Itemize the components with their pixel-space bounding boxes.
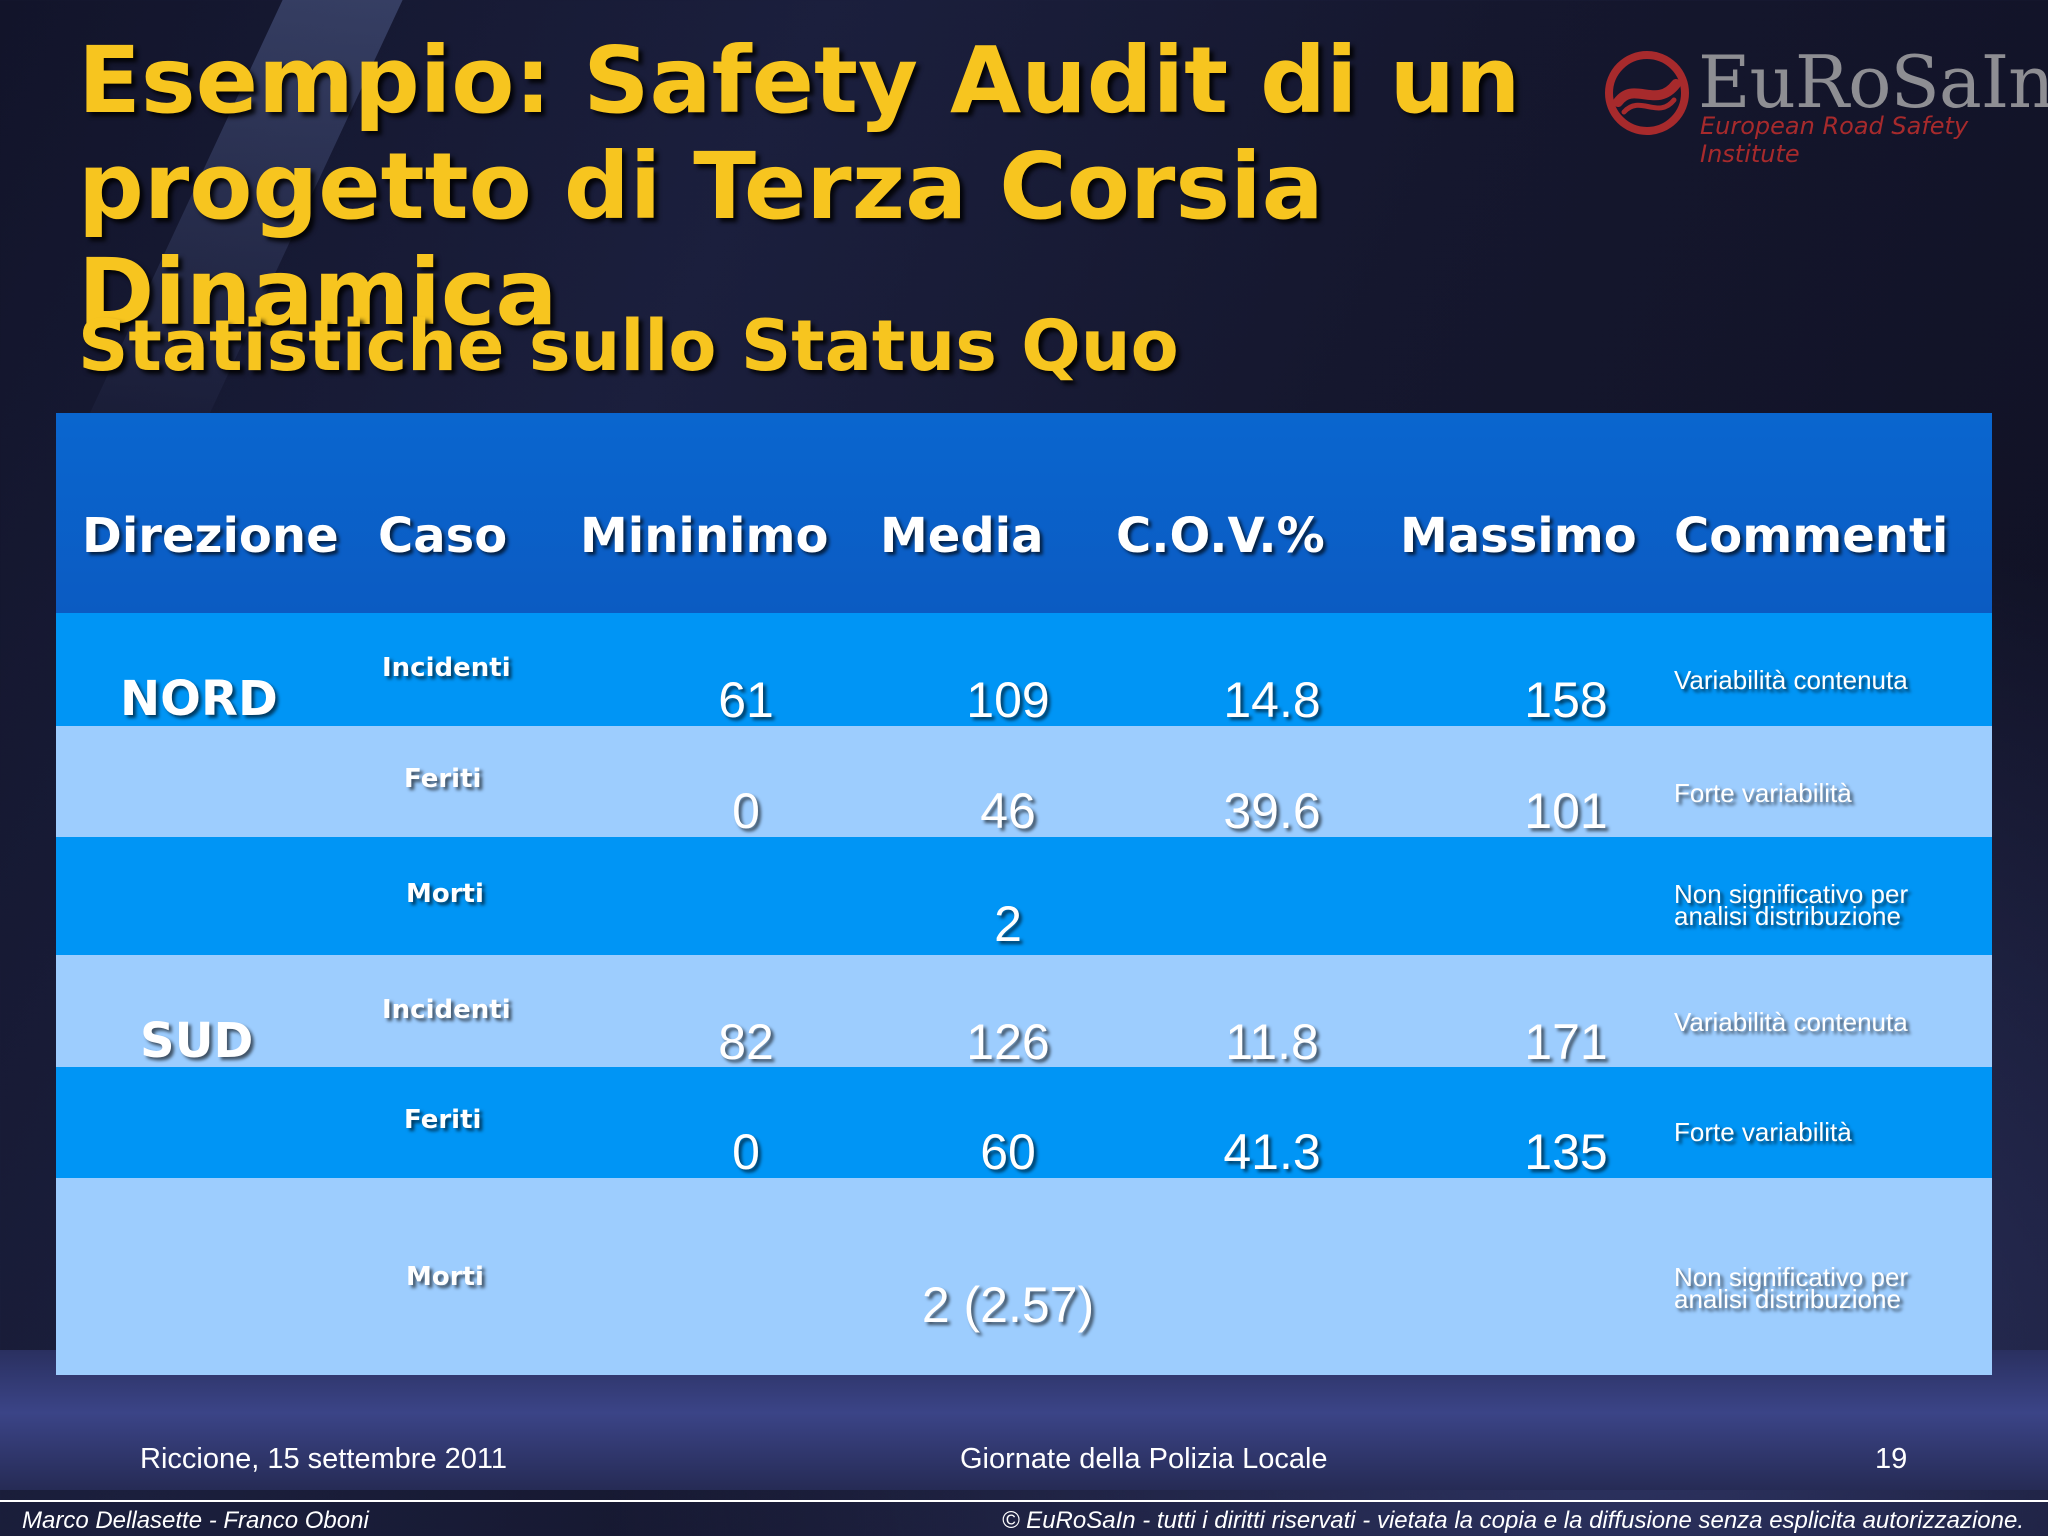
cell-massimo: 101 [1524,783,1608,839]
footer-page-number: 19 [1875,1443,1908,1475]
cell-cov: 39.6 [1223,783,1321,839]
road-swirl-icon [1605,51,1689,135]
cell-caso: Morti [406,1262,484,1292]
cell-commento: Variabilità contenuta [1674,1007,1908,1037]
cell-minimo: 61 [718,672,774,728]
table-row-sud-morti: Morti 2 (2.57) Non significativo per ana… [56,1178,1992,1375]
cell-massimo: 135 [1524,1124,1608,1180]
cell-commento: Non significativo per analisi distribuzi… [1674,879,1909,931]
cell-direzione: NORD [120,671,278,727]
slide-title: Esempio: Safety Audit di un progetto di … [78,28,1578,346]
table-row-sud-feriti: Feriti 0 60 41.3 135 Forte variabilità [56,1067,1992,1180]
logo-name: EuRoSaIn [1698,40,2048,124]
slide-title-line-1: Esempio: Safety Audit di un [78,27,1521,134]
header-caso: Caso [378,508,508,564]
footer-divider [0,1500,2048,1502]
logo-tagline: European Road Safety Institute [1700,112,1969,168]
header-cov: C.O.V.% [1116,508,1325,564]
cell-minimo: 0 [732,1124,760,1180]
cell-direzione: SUD [140,1013,254,1069]
cell-media: 60 [980,1124,1036,1180]
cell-massimo: 158 [1524,672,1608,728]
cell-media: 46 [980,783,1036,839]
cell-commento: Variabilità contenuta [1674,665,1908,695]
cell-commento: Non significativo per analisi distribuzi… [1674,1262,1909,1314]
cell-caso: Feriti [404,764,482,794]
table-row-nord-feriti: Feriti 0 46 39.6 101 Forte variabilità [56,726,1992,839]
cell-minimo: 82 [718,1014,774,1070]
header-direzione: Direzione [82,508,339,564]
eurosain-logo: EuRoSaIn European Road Safety Institute [1604,44,2048,168]
footer-place-date: Riccione, 15 settembre 2011 [140,1443,508,1475]
cell-massimo: 171 [1524,1014,1608,1070]
table-row-nord-morti: Morti 2 Non significativo per analisi di… [56,837,1992,955]
cell-caso: Feriti [404,1105,482,1135]
cell-caso: Morti [406,879,484,909]
cell-caso: Incidenti [382,995,511,1025]
cell-media: 126 [966,1014,1050,1070]
table-row-sud-incidenti: SUD Incidenti 82 126 11.8 171 Variabilit… [56,955,1992,1070]
cell-cov: 11.8 [1225,1014,1319,1070]
cell-media: 2 [994,896,1022,952]
table-row-nord-incidenti: NORD Incidenti 61 109 14.8 158 Variabili… [56,613,1992,728]
cell-media: 109 [966,672,1050,728]
cell-caso: Incidenti [382,653,511,683]
cell-cov: 41.3 [1223,1124,1321,1180]
header-minimo: Mininimo [580,508,829,564]
cell-cov: 14.8 [1223,672,1321,728]
slide-subtitle: Statistiche sullo Status Quo [78,305,1179,387]
footer-event: Giornate della Polizia Locale [960,1443,1328,1475]
header-media: Media [880,508,1044,564]
statistics-table: Direzione Caso Mininimo Media C.O.V.% Ma… [56,413,1992,1375]
table-header: Direzione Caso Mininimo Media C.O.V.% Ma… [56,413,1992,613]
slide-title-line-2: progetto di Terza Corsia Dinamica [78,133,1324,346]
cell-minimo: 0 [732,783,760,839]
header-massimo: Massimo [1400,508,1637,564]
footer-copyright: © EuRoSaIn - tutti i diritti riservati -… [1001,1507,2024,1534]
cell-media: 2 (2.57) [921,1277,1095,1333]
cell-commento: Forte variabilità [1674,1117,1852,1147]
header-commenti: Commenti [1674,508,1949,564]
footer-authors: Marco Dellasette - Franco Oboni [22,1507,369,1534]
cell-commento: Forte variabilità [1674,778,1852,808]
